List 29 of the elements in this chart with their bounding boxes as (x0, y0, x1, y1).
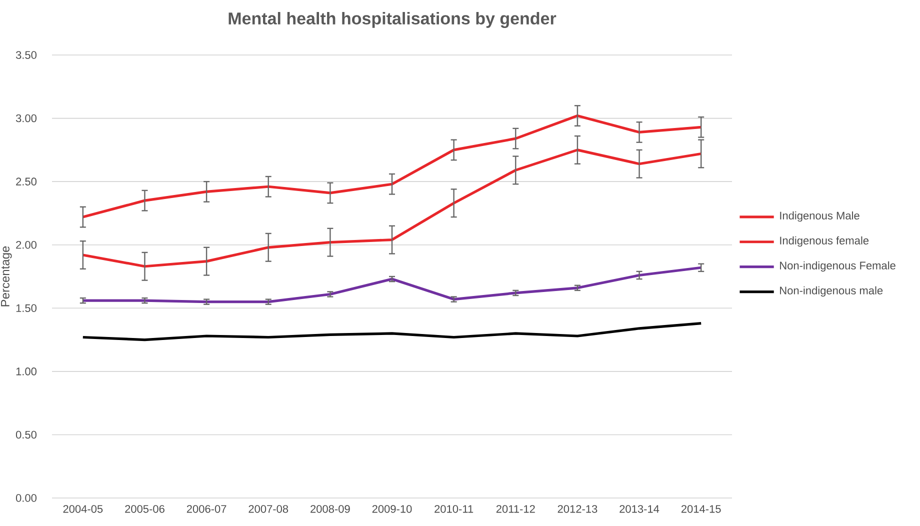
x-tick-label: 2006-07 (186, 505, 226, 513)
line-series (82, 322, 702, 342)
y-tick-label: 3.50 (16, 51, 36, 59)
y-tick-label: 2.50 (16, 178, 36, 186)
x-tick-label: 2005-06 (125, 505, 164, 513)
x-tick-label: 2008-09 (310, 505, 350, 513)
x-tick-label: 2013-14 (620, 505, 660, 513)
y-tick-label: 3.00 (16, 114, 36, 122)
y-tick-label: 1.00 (16, 368, 36, 376)
y-tick-label: 0.00 (16, 494, 36, 502)
legend-label: Indigenous female (780, 236, 869, 247)
legend-label: Non-indigenous Female (780, 261, 896, 272)
y-tick-label: 0.50 (16, 430, 36, 439)
x-tick-label: 2009-10 (372, 505, 412, 513)
x-tick-label: 2007-08 (248, 505, 288, 513)
line-series (82, 114, 702, 218)
chart-title: Mental health hospitalisations by gender (228, 12, 556, 28)
line-series (82, 148, 702, 268)
x-tick-label: 2014-15 (681, 505, 721, 513)
x-tick-label: 2011-12 (496, 505, 535, 513)
x-tick-label: 2004-05 (63, 505, 103, 513)
legend-label: Non-indigenous male (780, 286, 883, 297)
x-tick-label: 2010-11 (434, 505, 474, 513)
y-tick-label: 2.00 (16, 240, 36, 249)
legend-label: Indigenous Male (780, 211, 860, 222)
line-series (82, 266, 702, 304)
y-axis-title: Percentage (1, 246, 12, 306)
x-tick-label: 2012-13 (558, 505, 598, 513)
y-tick-label: 1.50 (16, 304, 36, 312)
